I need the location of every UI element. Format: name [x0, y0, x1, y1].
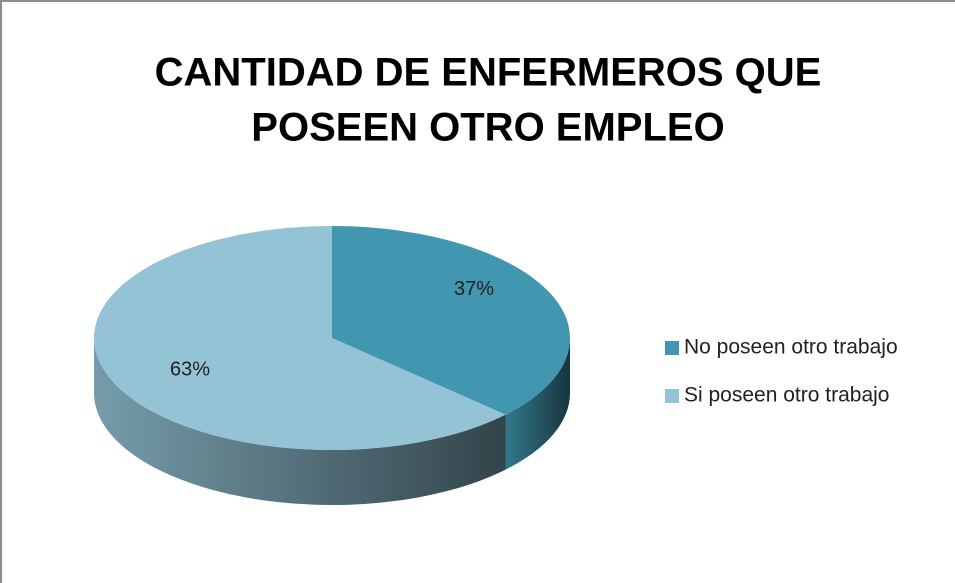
slice: [94, 226, 506, 451]
slice: [332, 226, 570, 415]
legend-swatch: [665, 341, 679, 355]
pie: 37% 63%: [94, 226, 570, 506]
chart-title: CANTIDAD DE ENFERMEROS QUE: [155, 51, 822, 95]
legend-label: Si poseen otro trabajo: [684, 384, 889, 407]
legend-label: No poseen otro trabajo: [684, 336, 898, 359]
legend: No poseen otro trabajo Si poseen otro tra…: [665, 336, 898, 407]
data-label: 63%: [170, 358, 210, 380]
legend-swatch: [665, 389, 679, 403]
slice-side-shade: [505, 338, 570, 470]
chart-title: POSEEN OTRO EMPLEO: [251, 106, 724, 150]
slice-side-shade: [94, 338, 506, 506]
data-label: 37%: [454, 278, 494, 300]
